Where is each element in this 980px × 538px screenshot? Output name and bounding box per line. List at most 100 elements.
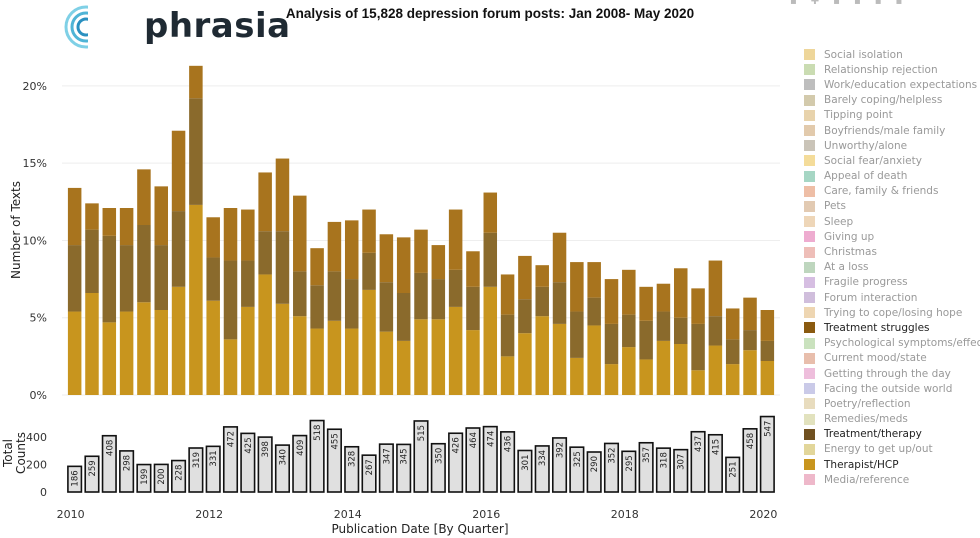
zoom-icon[interactable]: ▪ [790,0,811,7]
upper-bar-segment[interactable] [570,262,584,312]
upper-bar-segment[interactable] [67,245,82,312]
upper-bar-segment[interactable] [466,251,480,287]
upper-bar-segment[interactable] [604,323,619,365]
legend-item[interactable]: Remedies/meds [804,412,980,427]
upper-bar-segment[interactable] [708,260,723,317]
upper-bar-segment[interactable] [189,98,203,205]
legend-item[interactable]: Boyfriends/male family [804,123,980,138]
count-bar[interactable] [326,428,342,493]
count-bar[interactable] [586,451,602,493]
count-bar[interactable] [153,463,169,493]
upper-bar-segment[interactable] [379,282,394,332]
upper-bar-segment[interactable] [189,204,203,395]
upper-bar-segment[interactable] [310,328,324,395]
upper-bar-segment[interactable] [223,260,238,340]
upper-bar-segment[interactable] [85,229,99,293]
upper-bar-segment[interactable] [119,208,134,246]
upper-bar-segment[interactable] [102,235,117,323]
upper-bar-segment[interactable] [570,357,584,395]
count-bar[interactable] [101,434,117,493]
count-bar[interactable] [465,427,481,493]
upper-bar-segment[interactable] [535,316,549,395]
upper-bar-segment[interactable] [293,316,307,395]
count-bar[interactable] [119,450,135,493]
chart-toolbar[interactable]: ▪✚▪▪▪▪ [790,0,916,7]
legend-item[interactable]: Tipping point [804,108,980,123]
upper-bar-segment[interactable] [396,340,411,395]
upper-bar-segment[interactable] [483,286,498,395]
upper-bar-segment[interactable] [414,272,428,320]
upper-bar-segment[interactable] [327,221,342,272]
count-bar[interactable] [413,420,429,493]
upper-bar-segment[interactable] [725,308,740,340]
legend-item[interactable]: Unworthy/alone [804,138,980,153]
upper-bar-segment[interactable] [639,286,653,321]
count-bar[interactable] [551,437,568,493]
upper-bar-segment[interactable] [483,192,498,233]
legend-item[interactable]: Relationship rejection [804,62,980,77]
upper-bar-segment[interactable] [275,158,290,232]
upper-bar-segment[interactable] [206,217,220,258]
upper-bar-segment[interactable] [639,320,653,360]
upper-bar-segment[interactable] [535,265,549,287]
count-bar[interactable] [171,459,187,493]
count-bar[interactable] [448,432,464,493]
upper-bar-segment[interactable] [570,311,584,358]
legend-item[interactable]: Forum interaction [804,290,980,305]
legend-item[interactable]: Psychological symptoms/effects [804,336,980,351]
legend-item[interactable]: Pets [804,199,980,214]
upper-bar-segment[interactable] [154,310,168,395]
count-bar[interactable] [534,445,550,493]
legend-item[interactable]: Appeal of death [804,169,980,184]
upper-bar-segment[interactable] [622,314,636,348]
upper-bar-segment[interactable] [760,361,775,395]
upper-bar-segment[interactable] [275,231,290,304]
upper-bar-segment[interactable] [743,297,757,331]
count-bar[interactable] [240,432,256,493]
upper-bar-segment[interactable] [102,208,117,236]
count-bar[interactable] [742,428,758,493]
upper-bar-segment[interactable] [67,187,82,246]
upper-bar-segment[interactable] [293,195,307,272]
upper-bar-segment[interactable] [137,169,151,225]
upper-bar-segment[interactable] [275,303,290,395]
legend-item[interactable]: Energy to get up/out [804,442,980,457]
upper-bar-segment[interactable] [379,234,394,283]
upper-bar-segment[interactable] [362,289,376,395]
upper-bar-segment[interactable] [189,65,203,99]
upper-bar-segment[interactable] [448,209,463,270]
upper-bar-segment[interactable] [691,323,705,371]
upper-bar-segment[interactable] [587,297,601,326]
upper-bar-segment[interactable] [258,231,272,275]
upper-bar-segment[interactable] [67,311,82,395]
count-bar[interactable] [517,449,533,493]
legend-item[interactable]: Social isolation [804,47,980,62]
upper-bar-segment[interactable] [500,356,515,395]
upper-bar-segment[interactable] [500,274,515,315]
count-bar[interactable] [673,448,689,493]
upper-bar-segment[interactable] [466,330,480,395]
upper-bar-segment[interactable] [327,271,342,321]
upper-bar-segment[interactable] [379,331,394,395]
pan-icon[interactable]: ✚ [810,0,834,7]
count-bar[interactable] [67,465,83,493]
legend-item[interactable]: Treatment/therapy [804,427,980,442]
upper-bar-segment[interactable] [743,330,757,351]
upper-bar-segment[interactable] [171,286,186,395]
upper-bar-segment[interactable] [725,339,740,365]
upper-bar-segment[interactable] [171,211,186,287]
legend-item[interactable]: Current mood/state [804,351,980,366]
upper-bar-segment[interactable] [691,370,705,395]
legend-item[interactable]: Poetry/reflection [804,396,980,411]
upper-bar-segment[interactable] [500,314,515,357]
legend-item[interactable]: Getting through the day [804,366,980,381]
upper-bar-segment[interactable] [622,269,636,315]
upper-bar-segment[interactable] [102,322,117,395]
count-bar[interactable] [430,442,446,493]
upper-bar-segment[interactable] [344,220,359,280]
upper-bar-segment[interactable] [466,286,480,331]
zoom-in-icon[interactable]: ▪ [833,0,854,7]
upper-bar-segment[interactable] [223,339,238,395]
upper-bar-segment[interactable] [431,245,446,280]
legend-item[interactable]: Care, family & friends [804,184,980,199]
